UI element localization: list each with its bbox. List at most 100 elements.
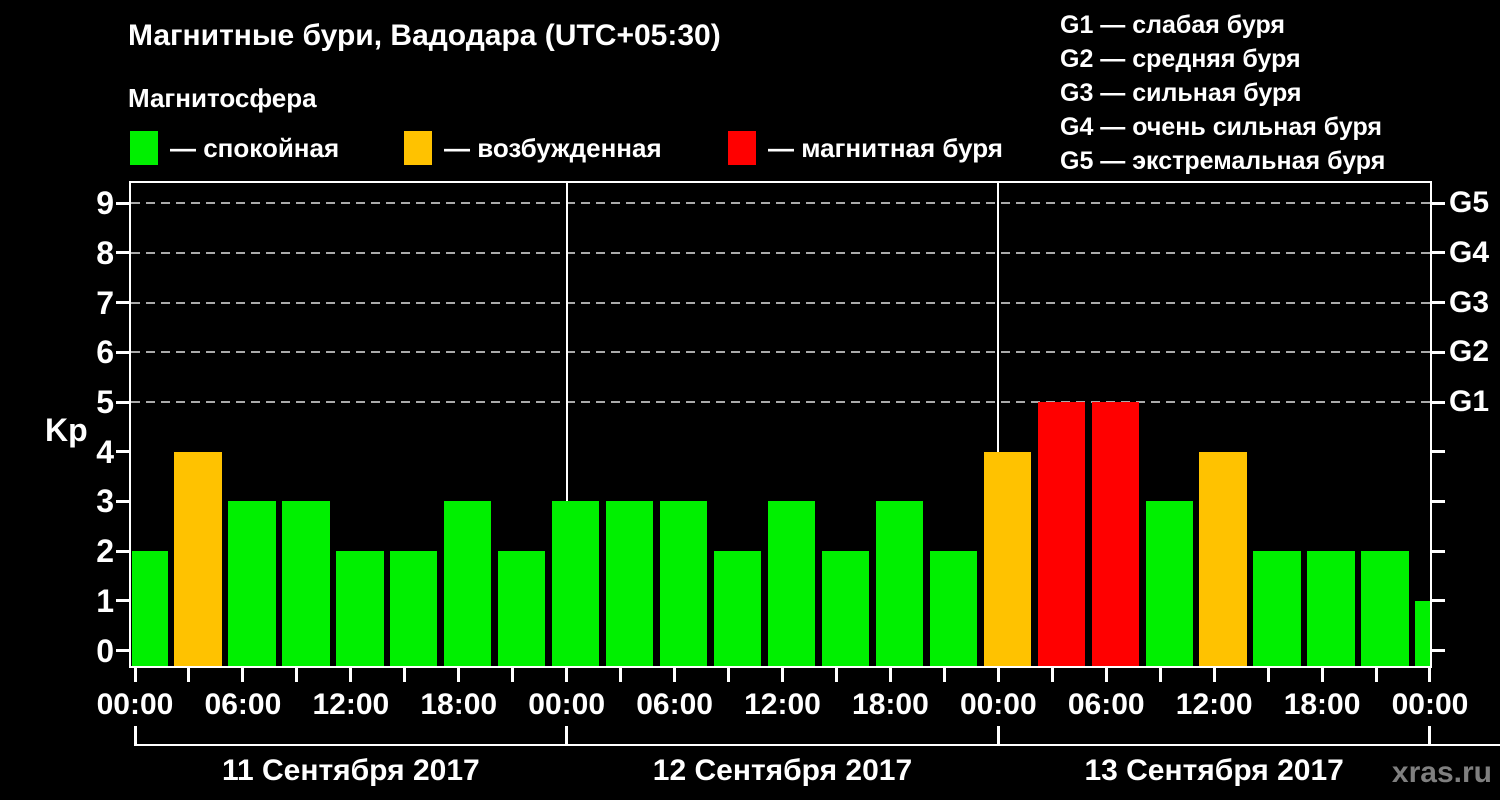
kp-bar xyxy=(1145,501,1193,666)
x-axis-tick xyxy=(565,668,569,682)
x-axis-tick xyxy=(1320,668,1324,682)
legend-label-storm: — магнитная буря xyxy=(768,133,1003,163)
y-axis-tick-label: 8 xyxy=(96,234,114,271)
legend-label-quiet: — спокойная xyxy=(170,133,340,163)
y-axis-tick xyxy=(116,549,129,553)
date-label: 13 Сентября 2017 xyxy=(1084,754,1344,787)
y-axis-tick-label: 7 xyxy=(96,284,114,321)
g-scale-tick-label: G4 xyxy=(1449,235,1490,269)
date-label: 12 Сентября 2017 xyxy=(652,754,913,787)
y-axis-tick-label: 1 xyxy=(96,582,114,619)
x-axis-tick xyxy=(996,668,1000,682)
time-tick-label: 12:00 xyxy=(312,688,390,721)
time-tick-label: 06:00 xyxy=(1067,688,1145,721)
time-tick-label: 00:00 xyxy=(1391,688,1469,721)
x-axis-tick xyxy=(673,668,677,682)
y-axis-tick xyxy=(1432,201,1445,205)
g-scale-tick-label: G2 xyxy=(1449,335,1490,369)
gridline xyxy=(131,251,1430,254)
y-axis-tick xyxy=(116,649,129,652)
y-axis-tick xyxy=(116,201,129,205)
y-axis-tick xyxy=(1432,301,1445,305)
day-divider-line xyxy=(565,183,568,666)
y-axis-tick xyxy=(116,350,129,354)
date-range-tick xyxy=(133,726,137,746)
magnetosphere-legend-title: Магнитосфера xyxy=(128,83,317,113)
time-tick-label: 06:00 xyxy=(204,688,282,721)
date-range-line xyxy=(134,744,1500,746)
y-axis-tick-label: 2 xyxy=(96,533,114,570)
kp-bar xyxy=(1037,402,1085,666)
x-axis-tick xyxy=(133,668,137,682)
y-axis-tick xyxy=(1432,450,1445,454)
kp-bar xyxy=(390,551,438,666)
time-tick-label: 18:00 xyxy=(1283,688,1361,721)
y-axis-tick xyxy=(116,599,129,603)
g-scale-tick-label: G5 xyxy=(1449,186,1490,220)
y-axis-tick-label: 4 xyxy=(96,433,114,470)
x-axis-tick xyxy=(1158,668,1162,682)
y-axis-title: Kp xyxy=(45,412,88,448)
watermark: xras.ru xyxy=(1391,756,1492,789)
storm-scale-legend-line: G4 — очень сильная буря xyxy=(1060,113,1382,141)
storm-scale-legend: G1 — слабая буря G2 — средняя буря G3 — си… xyxy=(1060,8,1385,178)
y-axis-tick xyxy=(1432,599,1445,603)
y-axis-tick-label: 9 xyxy=(96,185,114,222)
kp-bar xyxy=(1091,402,1139,666)
kp-bar xyxy=(1415,600,1430,666)
x-axis-tick xyxy=(834,668,838,682)
x-axis-tick xyxy=(1212,668,1216,682)
y-axis-tick xyxy=(116,499,129,503)
page-title: Магнитные бури, Вадодара (UTC+05:30) xyxy=(128,19,721,52)
kp-bar xyxy=(1253,551,1301,666)
kp-bar xyxy=(605,501,654,666)
plot-area xyxy=(129,181,1432,668)
kp-bar xyxy=(1307,551,1355,666)
kp-bar xyxy=(983,451,1032,666)
gridline xyxy=(131,351,1430,354)
x-axis-tick xyxy=(1374,668,1378,682)
kp-bar xyxy=(659,501,708,666)
x-axis-tick xyxy=(349,668,353,682)
storm-scale-legend-line: G3 — сильная буря xyxy=(1060,79,1302,107)
kp-bar xyxy=(767,501,816,666)
x-axis-tick xyxy=(1266,668,1270,682)
kp-bar xyxy=(132,551,168,666)
x-axis-tick xyxy=(619,668,623,682)
storm-color-swatch xyxy=(728,131,756,165)
kp-bar xyxy=(875,501,924,666)
date-range-tick xyxy=(565,726,569,746)
gridline xyxy=(131,202,1430,205)
x-axis-tick xyxy=(888,668,892,682)
kp-bar xyxy=(336,551,384,666)
g-scale-tick-label: G3 xyxy=(1449,285,1490,319)
y-axis-tick xyxy=(116,251,129,255)
x-axis-tick xyxy=(457,668,461,682)
magnetosphere-legend: — спокойная — возбужденная — магнитная б… xyxy=(0,131,1100,165)
time-tick-label: 00:00 xyxy=(959,688,1037,721)
kp-bar xyxy=(929,551,978,666)
time-tick-label: 12:00 xyxy=(744,688,821,721)
gridline xyxy=(131,401,1430,403)
date-label: 11 Сентября 2017 xyxy=(221,754,480,787)
y-axis-tick xyxy=(116,301,129,305)
y-axis-tick-label: 0 xyxy=(96,632,114,669)
kp-bar xyxy=(282,501,330,666)
kp-bar xyxy=(551,501,600,666)
x-axis-tick xyxy=(1050,668,1054,682)
y-axis-tick xyxy=(116,450,129,454)
y-axis-tick-label: 3 xyxy=(96,483,114,520)
y-axis-tick xyxy=(1432,649,1445,652)
time-tick-label: 06:00 xyxy=(636,688,713,721)
time-tick-label: 00:00 xyxy=(528,688,606,721)
x-axis-tick xyxy=(1104,668,1108,682)
y-axis-tick xyxy=(1432,251,1445,255)
storm-scale-legend-line: G2 — средняя буря xyxy=(1060,45,1301,73)
y-axis-tick xyxy=(116,400,129,404)
date-range-tick xyxy=(1428,726,1432,746)
y-axis-tick xyxy=(1432,400,1445,404)
x-axis-tick xyxy=(187,668,191,682)
time-tick-label: 18:00 xyxy=(420,688,498,721)
time-tick-label: 00:00 xyxy=(96,688,174,721)
x-axis-tick xyxy=(295,668,299,682)
